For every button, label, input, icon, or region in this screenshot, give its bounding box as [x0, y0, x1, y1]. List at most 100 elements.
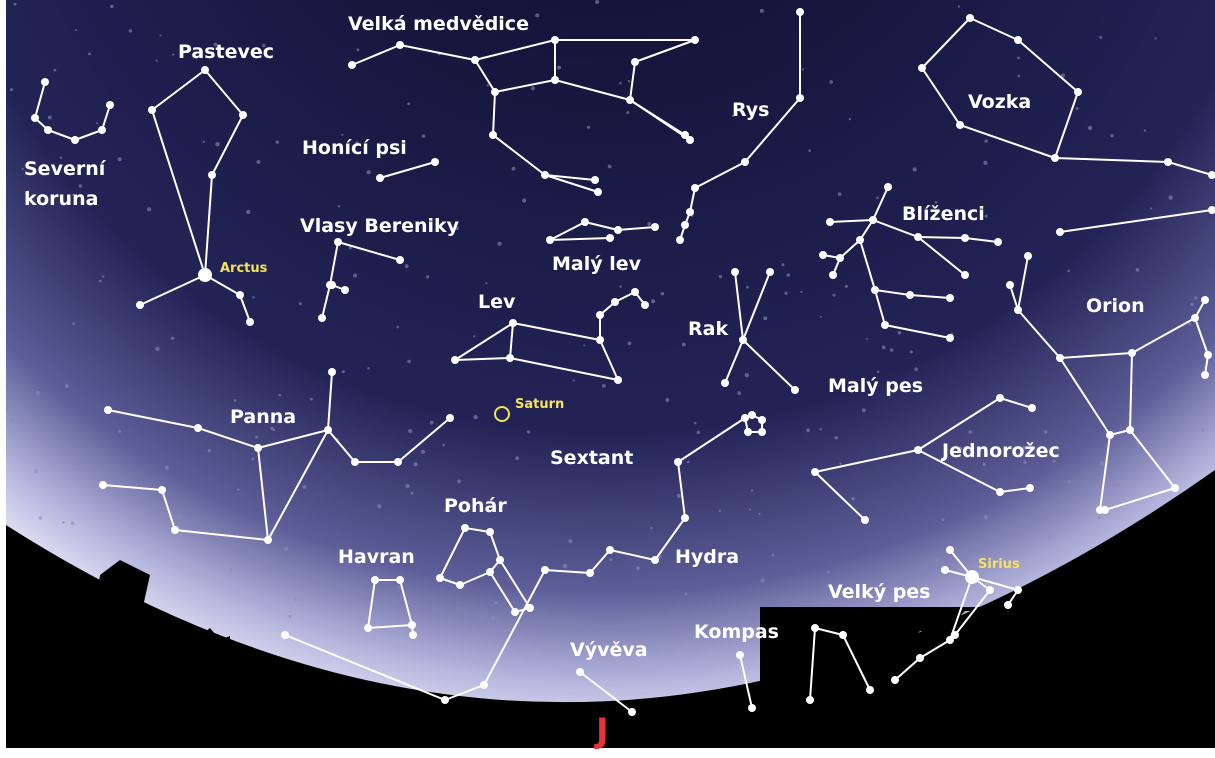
bg-star [366, 170, 371, 175]
star-dot [1126, 426, 1134, 434]
bg-star [1116, 483, 1120, 487]
bg-star [572, 379, 575, 382]
star-dot [966, 14, 974, 22]
star-label: Arctus [220, 261, 268, 276]
star-dot [71, 136, 79, 144]
bg-star [494, 601, 498, 605]
bg-star [1052, 459, 1056, 463]
star-dot [961, 234, 969, 242]
bg-star [837, 192, 842, 196]
star-dot [626, 96, 634, 104]
bg-star [490, 615, 495, 620]
bg-star [64, 384, 69, 388]
star-dot [916, 654, 924, 662]
bg-star [261, 43, 266, 48]
star-dot [1006, 281, 1014, 289]
star-dot [731, 268, 739, 276]
bg-star [969, 448, 973, 452]
star-dot [791, 386, 799, 394]
star-dot [961, 271, 969, 279]
direction-label: J [594, 711, 609, 751]
bg-star [13, 2, 17, 6]
bg-star [912, 167, 917, 172]
star-dot [264, 536, 272, 544]
star-dot [736, 651, 744, 659]
bg-star [1099, 460, 1105, 466]
bg-star [36, 390, 41, 395]
star-dot [674, 458, 682, 466]
bg-star [819, 428, 823, 431]
bg-star [935, 557, 940, 562]
star-dot [341, 286, 349, 294]
star-dot [148, 106, 156, 114]
star-dot [748, 704, 756, 712]
bg-star [844, 284, 848, 288]
bg-star [647, 222, 652, 226]
bg-star [442, 443, 445, 447]
star-dot [614, 226, 622, 234]
bg-star [583, 344, 586, 347]
star-dot [586, 569, 594, 577]
star-dot [739, 336, 747, 344]
constellation-label: Malý pes [828, 375, 923, 397]
bg-star [983, 515, 988, 520]
star-dot [681, 131, 689, 139]
saturn-marker [494, 406, 510, 422]
bg-star [526, 430, 531, 434]
constellation-label: Lev [478, 291, 516, 313]
star-dot [394, 458, 402, 466]
bg-star [1154, 37, 1157, 40]
constellation-line [814, 397, 1033, 473]
bg-star [73, 463, 77, 467]
bg-star [341, 370, 345, 374]
bg-star [396, 325, 400, 329]
bg-star [595, 0, 600, 5]
bg-star [302, 484, 307, 489]
constellation-line [814, 471, 866, 521]
bg-star [781, 263, 785, 267]
bg-star [660, 291, 665, 296]
bg-star [568, 539, 573, 544]
bg-star [909, 350, 913, 354]
bg-star [607, 164, 612, 169]
bg-star [941, 517, 945, 521]
bg-star [1194, 296, 1198, 300]
bg-star [1110, 133, 1114, 138]
constellation-line [267, 429, 329, 541]
constellation-label: Malý lev [552, 253, 642, 275]
star-dot [44, 126, 52, 134]
star-dot [606, 546, 614, 554]
bg-star [872, 603, 876, 607]
bg-star [10, 418, 14, 421]
star-dot [596, 336, 604, 344]
bg-star [71, 468, 75, 472]
bg-star [786, 273, 791, 277]
bg-star [407, 359, 411, 364]
star-dot [631, 288, 639, 296]
star-dot [1056, 228, 1064, 236]
bg-star [759, 8, 764, 13]
constellation-label: Hydra [675, 546, 739, 568]
star-dot [396, 256, 404, 264]
star-dot [594, 188, 602, 196]
bg-star [213, 42, 218, 47]
star-dot [686, 136, 694, 144]
constellation-line [739, 654, 753, 709]
bg-star [718, 509, 722, 512]
star-dot [721, 379, 729, 387]
bg-star [636, 566, 640, 570]
star-dot [918, 64, 926, 72]
bg-star [651, 299, 656, 304]
star-dot [136, 301, 144, 309]
star-dot [839, 631, 847, 639]
bg-star [426, 275, 430, 279]
bg-star [650, 526, 653, 530]
bg-star [1200, 427, 1206, 433]
constellation-label: Havran [338, 546, 415, 568]
bg-star [890, 348, 894, 352]
constellation-line [1009, 284, 1019, 311]
star-dot [596, 311, 604, 319]
star-dot [318, 314, 326, 322]
bg-star [47, 115, 52, 120]
